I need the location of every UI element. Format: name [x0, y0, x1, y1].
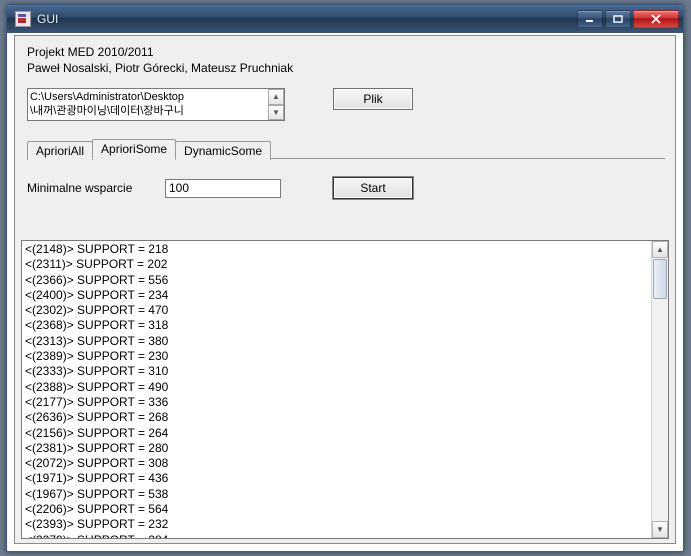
header-line-2: Paweł Nosalski, Piotr Górecki, Mateusz P…	[27, 60, 665, 76]
client-area: Projekt MED 2010/2011 Paweł Nosalski, Pi…	[14, 35, 676, 544]
close-button[interactable]	[633, 10, 679, 28]
results-scrollbar[interactable]: ▲ ▼	[651, 241, 668, 538]
path-text: C:\Users\Administrator\Desktop \내꺼\관광마이닝…	[28, 89, 268, 120]
tab-apriorisome[interactable]: AprioriSome	[92, 139, 176, 159]
support-label: Minimalne wsparcie	[27, 181, 165, 195]
support-row: Minimalne wsparcie Start	[27, 177, 665, 199]
path-row: C:\Users\Administrator\Desktop \내꺼\관광마이닝…	[27, 88, 665, 121]
header-line-1: Projekt MED 2010/2011	[27, 44, 665, 60]
tab-aprioriall[interactable]: AprioriAll	[27, 141, 93, 160]
path-scrollbar[interactable]: ▲ ▼	[268, 89, 284, 120]
titlebar[interactable]: GUI	[7, 5, 683, 33]
file-button[interactable]: Plik	[333, 88, 413, 110]
path-line-1: C:\Users\Administrator\Desktop	[30, 90, 266, 104]
scroll-down-icon[interactable]: ▼	[652, 521, 668, 538]
path-listbox[interactable]: C:\Users\Administrator\Desktop \내꺼\관광마이닝…	[27, 88, 285, 121]
tab-dynamicsome[interactable]: DynamicSome	[175, 141, 271, 160]
window-title: GUI	[37, 12, 577, 26]
inner-panel: Projekt MED 2010/2011 Paweł Nosalski, Pi…	[15, 36, 675, 543]
app-window: GUI Projekt MED 2010/2011 Paweł Nosalski…	[6, 4, 684, 552]
app-icon	[15, 11, 31, 27]
start-button[interactable]: Start	[333, 177, 413, 199]
window-controls	[577, 10, 679, 28]
scroll-thumb[interactable]	[653, 259, 667, 299]
tab-strip: AprioriAll AprioriSome DynamicSome	[27, 139, 665, 159]
scroll-up-icon[interactable]: ▲	[652, 241, 668, 258]
results-panel: <(2148)> SUPPORT = 218 <(2311)> SUPPORT …	[21, 240, 669, 539]
support-input[interactable]	[165, 179, 281, 198]
results-list[interactable]: <(2148)> SUPPORT = 218 <(2311)> SUPPORT …	[22, 241, 651, 538]
maximize-button[interactable]	[605, 10, 631, 28]
minimize-button[interactable]	[577, 10, 603, 28]
path-scroll-down-icon[interactable]: ▼	[268, 105, 284, 121]
path-scroll-up-icon[interactable]: ▲	[268, 89, 284, 105]
path-line-2: \내꺼\관광마이닝\데이터\장바구니	[30, 104, 266, 118]
